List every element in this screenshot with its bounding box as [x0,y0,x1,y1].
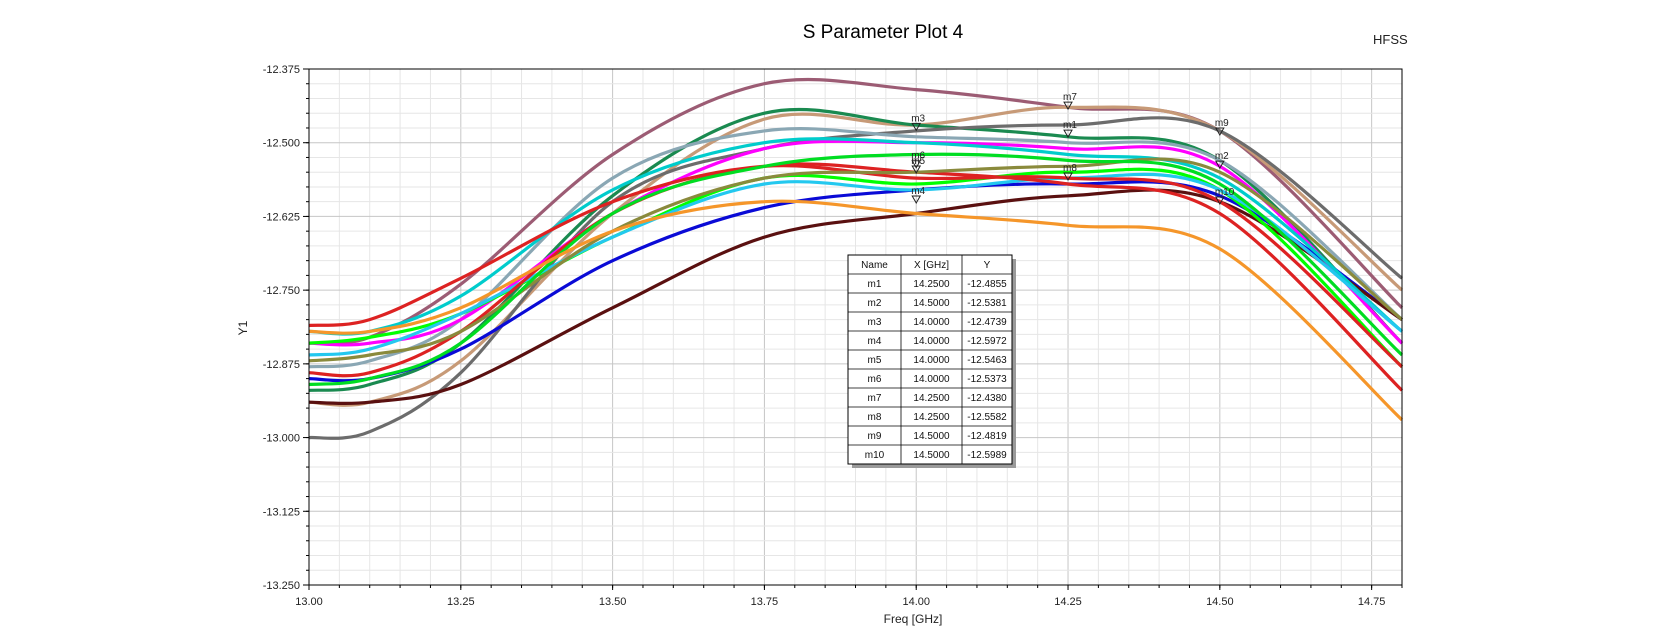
series-line-7 [308,188,1403,406]
x-tick-label: 13.25 [447,596,475,608]
marker-m1-icon [1063,129,1073,139]
marker-table-cell: -12.4739 [967,317,1007,328]
marker-table-header: X [GHz] [914,260,949,271]
marker-m7-icon [1063,101,1073,111]
marker-table-cell: m9 [868,431,882,442]
marker-table-header: Y [984,260,991,271]
marker-table-cell: 14.0000 [913,374,950,385]
y-tick-label: -13.250 [263,580,300,592]
marker-label-m7: m7 [1063,92,1077,103]
series-line-5 [308,127,1404,369]
x-tick-label: 14.25 [1054,596,1082,608]
chart-title: S Parameter Plot 4 [803,22,964,43]
y-tick-label: -12.625 [263,211,300,223]
marker-table-cell: 14.0000 [913,355,950,366]
x-tick-label: 13.75 [751,596,779,608]
series-line-8 [308,139,1404,347]
marker-m4-icon [911,195,922,205]
marker-table-cell: 14.2500 [913,412,950,423]
marker-table-cell: m10 [865,450,885,461]
y-tick-label: -12.500 [263,138,300,150]
marker-table-cell: -12.5972 [967,336,1007,347]
marker-m5-icon [911,165,922,175]
y-tick-label: -12.375 [263,64,300,76]
axis-ticks: 13.00 13.25 13.50 13.75 14.00 14.25 14.50 14.75… [263,64,1403,608]
marker-label-m10: m10 [1215,187,1235,198]
marker-table-cell: m7 [868,393,882,404]
series-line-11 [308,172,1403,357]
marker-table-cell: m1 [868,279,882,290]
marker-table-cell: 14.0000 [913,336,950,347]
series-line-16 [308,199,1404,422]
brand-label: HFSS [1373,32,1408,47]
marker-table-cell: -12.4819 [967,431,1007,442]
y-tick-label: -13.125 [263,506,300,518]
x-tick-label: 14.50 [1206,596,1234,608]
marker-table-cell: m5 [868,355,882,366]
marker-table-cell: -12.5582 [967,412,1007,423]
marker-m6-icon [911,160,922,169]
x-tick-label: 14.75 [1358,596,1386,608]
marker-table-cell: -12.4380 [967,393,1007,404]
series-line-10 [308,137,1404,336]
marker-table-cell: 14.5000 [913,298,950,309]
y-tick-label: -12.750 [263,285,300,297]
marker-label-m1: m1 [1063,120,1077,131]
marker-label-m4: m4 [911,186,925,197]
x-tick-label: 13.50 [599,596,627,608]
marker-label-m6: m6 [911,151,925,162]
y-tick-label: -13.000 [263,433,300,445]
series-line-14 [308,157,1404,363]
marker-m10-icon [1214,196,1225,206]
marker-label-m5: m5 [911,156,925,167]
marker-m8-icon [1063,172,1073,182]
marker-label-m9: m9 [1215,118,1229,129]
marker-table-cell: m2 [868,298,882,309]
series-line-15 [308,152,1404,387]
marker-table-cell: m6 [868,374,882,385]
series-line-12 [308,164,1404,368]
marker-table-cell: 14.0000 [913,317,950,328]
marker-table-cell: -12.5463 [967,355,1007,366]
x-tick-label: 14.00 [902,596,930,608]
marker-table-cell: -12.5381 [967,298,1007,309]
marker-m9-icon [1214,127,1225,137]
marker-table-cell: m3 [868,317,882,328]
x-tick-label: 13.00 [295,596,323,608]
series-group [308,77,1404,440]
marker-table-cell: 14.2500 [913,279,950,290]
marker-table-cell: 14.5000 [913,450,950,461]
marker-label-m2: m2 [1215,151,1229,162]
series-line-6 [308,180,1403,383]
marker-table-cell: 14.2500 [913,393,950,404]
marker-table-cell: -12.4855 [967,279,1007,290]
marker-label-m3: m3 [911,113,925,124]
marker-table-cell: m4 [868,336,882,347]
x-axis-label: Freq [GHz] [884,612,943,626]
marker-table-cell: 14.5000 [913,431,950,442]
marker-table-frame [847,254,1013,465]
y-axis-label: Y1 [236,320,250,335]
marker-m2-icon [1214,160,1225,170]
y-tick-label: -12.875 [263,359,300,371]
marker-table-cell: m8 [868,412,882,423]
marker-m3-icon [911,122,922,132]
marker-table: Name X [GHz] Ym1 14.2500 -12.4855 m2 14.5000 -1… [847,254,1016,468]
plot-frame [308,68,1403,586]
series-line-13 [308,162,1404,392]
marker-label-m8: m8 [1063,163,1077,174]
marker-table-cell: -12.5989 [967,450,1007,461]
marker-table-header: Name [861,260,888,271]
marker-table-cell: -12.5373 [967,374,1007,385]
